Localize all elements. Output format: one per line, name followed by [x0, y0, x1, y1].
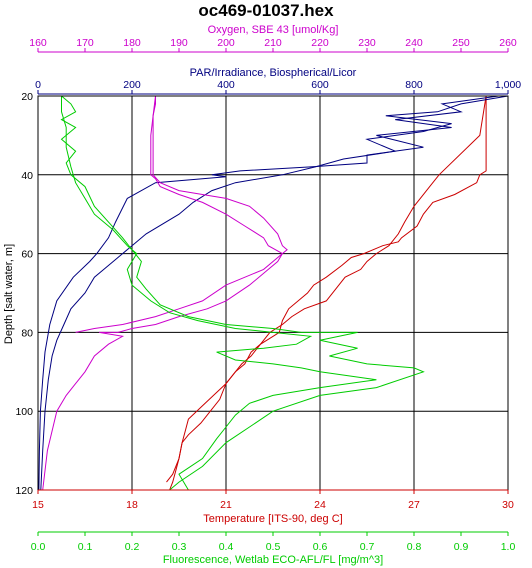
oxygen-tick-label: 210	[264, 37, 282, 49]
depth-tick-label: 40	[21, 170, 33, 182]
series-layer	[38, 95, 509, 491]
oxygen-tick-label: 240	[405, 37, 423, 49]
par-tick-label: 0	[35, 79, 41, 91]
temperature-tick-label: 24	[314, 499, 326, 511]
temperature-upcast-line	[169, 95, 487, 491]
par-tick-label: 800	[405, 79, 423, 91]
depth-tick-label: 60	[21, 249, 33, 261]
fluorescence-tick-label: 0.6	[313, 541, 328, 553]
par-axis-label: PAR/Irradiance, Biospherical/Licor	[190, 67, 357, 79]
oxygen-tick-label: 200	[217, 37, 235, 49]
par-tick-label: 400	[217, 79, 235, 91]
temperature-downcast-line	[166, 96, 487, 483]
oxygen-tick-label: 190	[170, 37, 188, 49]
depth-tick-label: 20	[21, 91, 33, 103]
fluorescence-tick-label: 0.7	[360, 541, 375, 553]
fluorescence-tick-label: 0.0	[31, 541, 46, 553]
fluorescence-axis-ticks: 0.0 0.1 0.2 0.3 0.4 0.5 0.6 0.7 0.8 0.9 1.0	[31, 531, 516, 553]
par-downcast-line	[38, 95, 499, 491]
fluorescence-tick-label: 1.0	[501, 541, 516, 553]
oxygen-axis-label: Oxygen, SBE 43 [umol/Kg]	[208, 24, 339, 36]
oxygen-tick-label: 170	[76, 37, 94, 49]
par-tick-label: 200	[123, 79, 141, 91]
depth-axis-ticks: 20 40 60 80 100 120	[15, 91, 33, 497]
par-tick-label: 1,000	[495, 79, 521, 91]
oxygen-downcast-line	[42, 96, 284, 491]
oxygen-tick-label: 250	[452, 37, 470, 49]
temperature-tick-label: 21	[220, 499, 232, 511]
fluorescence-upcast-line	[61, 96, 377, 491]
temperature-tick-label: 27	[408, 499, 420, 511]
depth-tick-label: 80	[21, 327, 33, 339]
fluorescence-tick-label: 0.8	[407, 541, 422, 553]
fluorescence-tick-label: 0.5	[266, 541, 281, 553]
par-upcast-line	[40, 95, 509, 491]
fluorescence-tick-label: 0.9	[454, 541, 469, 553]
plot-frame	[37, 95, 509, 491]
oxygen-tick-label: 260	[499, 37, 517, 49]
oxygen-axis-ticks: 160 170 180 190 200 210 220 230 240 250 260	[29, 37, 517, 53]
oxygen-upcast-line	[75, 95, 288, 333]
chart-title: oc469-01037.hex	[198, 1, 334, 20]
par-axis-ticks: 0 200 400 600 800 1,000	[35, 79, 521, 95]
depth-tick-label: 120	[15, 485, 33, 497]
fluorescence-downcast-line	[60, 95, 425, 491]
temperature-tick-label: 30	[502, 499, 514, 511]
fluorescence-axis-label: Fluorescence, Wetlab ECO-AFL/FL [mg/m^3]	[163, 554, 383, 566]
oxygen-tick-label: 230	[358, 37, 376, 49]
temperature-tick-label: 18	[126, 499, 138, 511]
fluorescence-tick-label: 0.1	[78, 541, 93, 553]
fluorescence-tick-label: 0.2	[125, 541, 140, 553]
plot-grid	[37, 95, 509, 491]
depth-axis-label: Depth [salt water, m]	[3, 244, 15, 344]
depth-tick-label: 100	[15, 406, 33, 418]
temperature-tick-label: 15	[32, 499, 44, 511]
temperature-axis-ticks: 15 18 21 24 27 30	[32, 489, 514, 511]
fluorescence-tick-label: 0.3	[172, 541, 187, 553]
oxygen-tick-label: 220	[311, 37, 329, 49]
fluorescence-tick-label: 0.4	[219, 541, 234, 553]
oxygen-tick-label: 160	[29, 37, 47, 49]
oxygen-tick-label: 180	[123, 37, 141, 49]
temperature-axis-label: Temperature [ITS-90, deg C]	[203, 513, 342, 525]
par-tick-label: 600	[311, 79, 329, 91]
